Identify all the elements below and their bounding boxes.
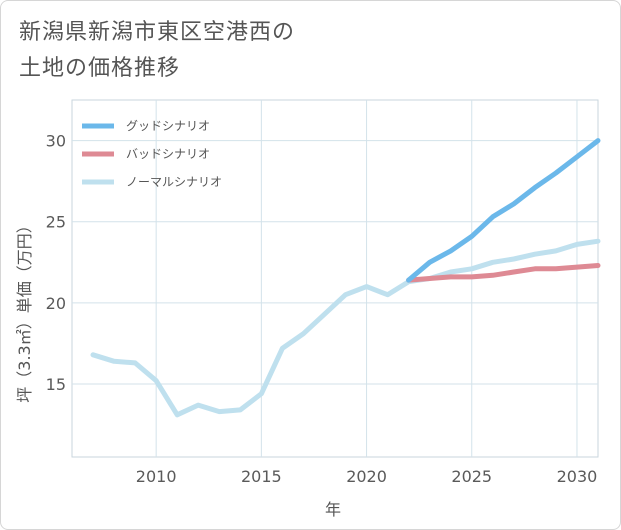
legend-label-1: バッドシナリオ bbox=[126, 147, 210, 161]
series-line-2 bbox=[90, 238, 601, 418]
x-tick-label: 2015 bbox=[241, 467, 282, 486]
chart-title: 新潟県新潟市東区空港西の 土地の価格推移 bbox=[19, 15, 295, 87]
x-tick-label: 2030 bbox=[557, 467, 598, 486]
series-line-0 bbox=[406, 138, 601, 283]
x-tick-label: 2010 bbox=[136, 467, 177, 486]
y-axis-label: 坪（3.3㎡）単価（万円） bbox=[15, 217, 34, 402]
chart-title-line-2: 土地の価格推移 bbox=[19, 56, 181, 81]
chart-title-line-1: 新潟県新潟市東区空港西の bbox=[19, 20, 296, 45]
y-tick-label: 20 bbox=[46, 294, 66, 313]
legend-label-2: ノーマルシナリオ bbox=[126, 175, 222, 189]
series-group bbox=[90, 138, 601, 418]
series-line-1 bbox=[406, 263, 601, 283]
x-tick-label: 2020 bbox=[346, 467, 387, 486]
x-axis-label: 年 bbox=[325, 500, 341, 519]
plot-frame bbox=[71, 99, 599, 458]
y-tick-label: 25 bbox=[46, 213, 66, 232]
y-tick-label: 30 bbox=[46, 132, 66, 151]
x-tick-label: 2025 bbox=[451, 467, 492, 486]
legend-label-0: グッドシナリオ bbox=[126, 119, 210, 133]
y-tick-label: 15 bbox=[46, 375, 66, 394]
